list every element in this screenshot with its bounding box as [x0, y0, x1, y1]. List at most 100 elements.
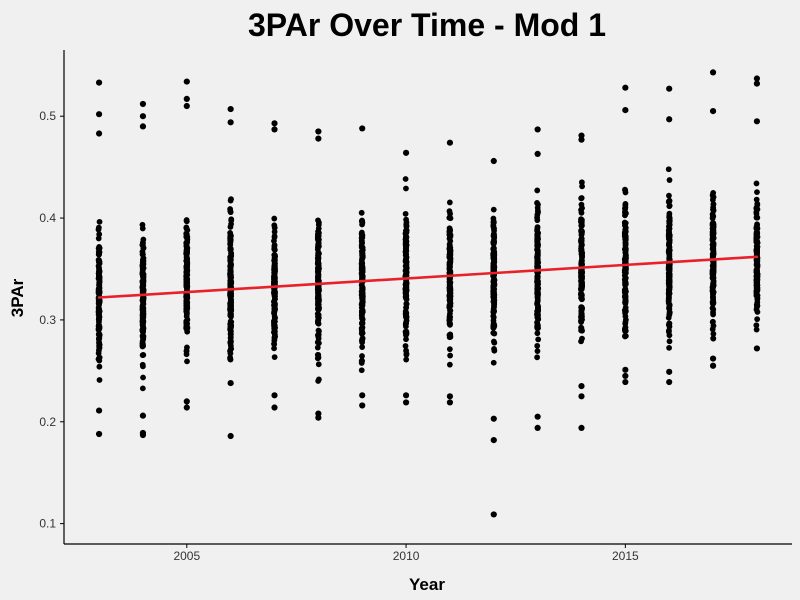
data-point — [403, 313, 410, 320]
data-point — [622, 281, 629, 288]
data-point — [666, 250, 673, 257]
data-point — [183, 233, 190, 240]
data-point — [666, 338, 673, 345]
data-point — [359, 247, 366, 254]
year-column-2014 — [578, 132, 585, 431]
data-point — [359, 252, 366, 259]
data-point — [446, 284, 453, 291]
year-column-2011 — [446, 139, 454, 406]
outlier-point — [534, 150, 541, 157]
outlier-point — [271, 404, 278, 411]
data-point — [228, 260, 234, 267]
year-column-2005 — [183, 78, 191, 411]
data-point — [534, 289, 541, 296]
data-point — [710, 275, 716, 282]
data-point — [578, 209, 585, 216]
data-point — [534, 348, 541, 354]
data-point — [95, 288, 102, 294]
data-point — [140, 288, 146, 295]
data-point — [446, 304, 453, 310]
data-point — [271, 228, 278, 235]
year-column-2009 — [358, 125, 366, 409]
data-point — [228, 221, 234, 227]
outlier-point — [183, 102, 190, 110]
data-point — [271, 246, 278, 253]
data-point — [183, 246, 190, 253]
data-point — [446, 214, 453, 221]
data-point — [621, 232, 628, 238]
data-point — [139, 311, 146, 318]
data-point — [710, 251, 717, 258]
data-point — [402, 294, 409, 301]
outlier-point — [490, 415, 497, 422]
data-point — [622, 267, 629, 274]
data-point — [139, 221, 146, 228]
year-column-2006 — [227, 105, 235, 440]
data-point — [139, 304, 146, 310]
outlier-point — [95, 79, 103, 86]
data-point — [402, 263, 409, 269]
data-point — [95, 263, 102, 269]
outlier-point — [578, 393, 585, 400]
data-point — [315, 255, 322, 261]
chart-title: 3PAr Over Time - Mod 1 — [248, 7, 606, 43]
outlier-point — [578, 424, 585, 431]
data-point — [228, 293, 235, 300]
data-point — [402, 210, 409, 217]
data-point — [96, 231, 103, 238]
data-point — [535, 336, 542, 343]
year-column-2010 — [402, 149, 410, 406]
data-point — [227, 206, 234, 212]
data-point — [227, 233, 234, 239]
outlier-point — [402, 149, 410, 156]
data-point — [710, 221, 717, 228]
data-point — [446, 346, 453, 353]
data-point — [359, 287, 366, 293]
outlier-point — [183, 95, 190, 102]
data-point — [227, 300, 234, 307]
outlier-point — [446, 139, 454, 146]
data-point — [754, 316, 761, 323]
data-point — [447, 279, 454, 286]
data-point — [534, 308, 541, 315]
data-point — [534, 187, 541, 194]
outlier-point — [183, 398, 190, 405]
data-point — [228, 345, 235, 352]
x-tick-label: 2005 — [173, 549, 200, 563]
data-point — [579, 229, 585, 236]
outlier-point — [709, 362, 717, 369]
data-point — [622, 212, 628, 219]
data-point — [491, 322, 498, 329]
data-point — [95, 297, 102, 304]
data-point — [96, 344, 103, 351]
year-column-2017 — [709, 69, 717, 369]
data-point — [359, 294, 366, 300]
data-point — [228, 196, 234, 203]
data-point — [271, 266, 278, 273]
outlier-point — [227, 432, 234, 440]
data-point — [666, 177, 673, 183]
data-point — [446, 334, 453, 341]
data-point — [753, 279, 760, 286]
data-point — [622, 186, 628, 193]
data-point — [183, 283, 190, 289]
data-point — [709, 326, 716, 333]
data-point — [710, 330, 717, 337]
outlier-point — [490, 157, 497, 165]
outlier-point — [402, 399, 410, 406]
data-point — [183, 325, 190, 331]
outlier-point — [139, 100, 147, 108]
data-point — [666, 203, 673, 210]
data-point — [140, 277, 147, 284]
data-point — [358, 229, 365, 236]
trend-layer — [97, 255, 759, 299]
data-point — [578, 238, 584, 245]
outlier-point — [95, 111, 103, 118]
data-point — [403, 356, 410, 363]
data-point — [403, 319, 409, 326]
data-point — [447, 260, 453, 266]
data-point — [446, 321, 453, 327]
data-point — [709, 214, 716, 221]
data-point — [622, 220, 629, 227]
data-point — [621, 287, 628, 294]
